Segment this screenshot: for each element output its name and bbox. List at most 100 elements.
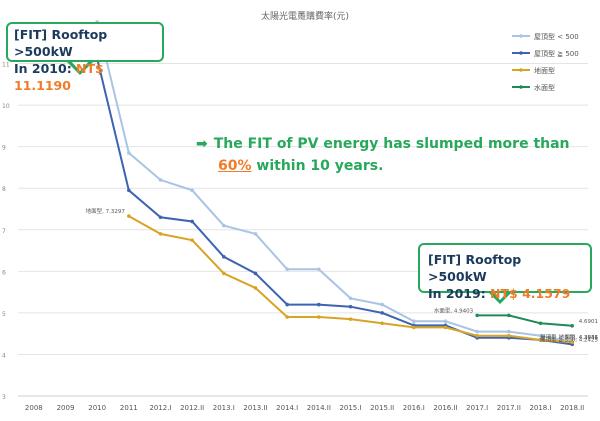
data-point bbox=[253, 286, 258, 290]
claim-percent: 60% bbox=[218, 158, 252, 174]
callout-2010-value: NT$ 11.1190 bbox=[14, 61, 104, 93]
callout-fit-2019: [FIT] Rooftop >500kW In 2019: NT$ 4.1579 bbox=[418, 243, 592, 301]
data-point bbox=[127, 214, 131, 218]
data-point bbox=[570, 323, 574, 328]
data-point bbox=[348, 317, 353, 321]
x-tick-label: 2016.II bbox=[433, 404, 457, 412]
x-tick-label: 2015.II bbox=[370, 404, 394, 412]
x-tick-label: 2015.I bbox=[339, 404, 361, 412]
data-point bbox=[538, 333, 543, 338]
data-point bbox=[348, 296, 353, 301]
chart-title: 太陽光電躉購費率(元) bbox=[261, 10, 349, 22]
data-point bbox=[538, 338, 543, 342]
data-point bbox=[507, 313, 511, 318]
claim-line2: 60% within 10 years. bbox=[196, 155, 596, 177]
data-label: 4.6901 bbox=[579, 319, 598, 325]
series-line-0 bbox=[96, 21, 573, 343]
data-point bbox=[158, 178, 163, 182]
legend-marker bbox=[519, 68, 523, 72]
callout-2010-line2: In 2010: NT$ 11.1190 bbox=[14, 60, 156, 94]
data-point bbox=[380, 321, 384, 326]
data-point bbox=[475, 329, 479, 334]
data-label: 水面型, 4.9403 bbox=[434, 306, 474, 314]
x-tick-label: 2008 bbox=[25, 404, 43, 412]
data-point bbox=[285, 267, 289, 272]
legend-marker bbox=[519, 51, 523, 55]
data-point bbox=[222, 254, 226, 259]
y-tick-label: 6 bbox=[2, 269, 6, 276]
callout-2019-value: NT$ 4.1579 bbox=[490, 286, 571, 301]
data-point bbox=[348, 304, 353, 309]
data-point bbox=[412, 319, 416, 324]
data-point bbox=[127, 151, 131, 155]
data-point bbox=[475, 313, 479, 318]
data-point bbox=[380, 302, 384, 307]
x-tick-label: 2017.I bbox=[466, 404, 488, 412]
data-point bbox=[190, 188, 194, 193]
legend-label: 水面型 bbox=[534, 83, 555, 92]
x-tick-label: 2010 bbox=[88, 404, 106, 412]
data-point bbox=[317, 302, 321, 307]
y-tick-label: 4 bbox=[2, 352, 6, 359]
data-point bbox=[380, 311, 384, 315]
callout-fit-2010: [FIT] Rooftop >500kW In 2010: NT$ 11.119… bbox=[6, 22, 164, 93]
callout-tail-fill bbox=[491, 290, 509, 300]
legend-marker bbox=[519, 85, 523, 89]
x-tick-label: 2016.I bbox=[403, 404, 425, 412]
data-point bbox=[507, 329, 511, 334]
x-tick-label: 2014.II bbox=[307, 404, 331, 412]
data-point bbox=[317, 315, 321, 319]
slump-claim: ➡ The FIT of PV energy has slumped more t… bbox=[196, 133, 596, 177]
series-line-1 bbox=[96, 58, 573, 346]
x-tick-label: 2013.II bbox=[243, 404, 267, 412]
x-tick-label: 2018.I bbox=[529, 404, 551, 412]
data-point bbox=[443, 325, 448, 330]
data-point bbox=[127, 188, 131, 193]
callout-2019-line2: In 2019: NT$ 4.1579 bbox=[428, 285, 582, 302]
callout-tail-fill bbox=[69, 59, 91, 71]
legend-label: 地面型 bbox=[534, 66, 555, 75]
data-point bbox=[222, 271, 226, 276]
y-tick-label: 3 bbox=[2, 394, 6, 401]
data-point bbox=[158, 215, 163, 220]
x-tick-label: 2013.I bbox=[213, 404, 235, 412]
data-point bbox=[190, 238, 194, 242]
callout-2010-prefix: In 2010: bbox=[14, 61, 77, 76]
data-point bbox=[285, 315, 289, 319]
legend-marker bbox=[519, 34, 523, 38]
data-point bbox=[285, 302, 289, 307]
y-tick-labels: 3 4 5 6 7 8 9 10 11 bbox=[2, 62, 10, 401]
series-line-3 bbox=[477, 314, 573, 327]
claim-text-after: within 10 years. bbox=[251, 158, 384, 174]
x-tick-label: 2017.II bbox=[497, 404, 521, 412]
x-tick-labels: 2008 2009 2010 2011 2012.I 2012.II 2013.I 2013.… bbox=[25, 404, 584, 412]
callout-2019-line1: [FIT] Rooftop >500kW bbox=[428, 252, 522, 284]
legend-label: 屋頂型 < 500 bbox=[534, 32, 579, 41]
x-tick-label: 2012.II bbox=[180, 404, 204, 412]
legend-label: 屋頂型 ≧ 500 bbox=[534, 49, 579, 58]
data-label: 地面型, 4.2941 bbox=[559, 333, 598, 341]
data-point bbox=[475, 333, 479, 338]
data-point bbox=[412, 325, 416, 330]
data-point bbox=[253, 232, 258, 236]
y-tick-label: 8 bbox=[2, 186, 6, 193]
x-tick-label: 2018.II bbox=[560, 404, 584, 412]
y-tick-label: 10 bbox=[2, 103, 10, 110]
y-tick-label: 9 bbox=[2, 145, 6, 152]
chart-gridlines bbox=[18, 63, 588, 397]
y-tick-label: 5 bbox=[2, 311, 6, 318]
data-point bbox=[507, 333, 511, 338]
data-point bbox=[222, 223, 226, 228]
data-point bbox=[538, 321, 543, 326]
y-tick-label: 7 bbox=[2, 228, 6, 235]
data-point bbox=[317, 267, 321, 272]
data-label: 屋頂型 ≧ 500, 4.2425 bbox=[540, 335, 598, 343]
y-tick-label: 11 bbox=[2, 62, 10, 69]
claim-text-before: The FIT of PV energy has slumped more th… bbox=[213, 136, 570, 152]
x-tick-label: 2012.I bbox=[149, 404, 171, 412]
arrow-right-icon: ➡ bbox=[196, 136, 208, 152]
data-point bbox=[190, 219, 194, 224]
x-tick-label: 2011 bbox=[120, 404, 138, 412]
